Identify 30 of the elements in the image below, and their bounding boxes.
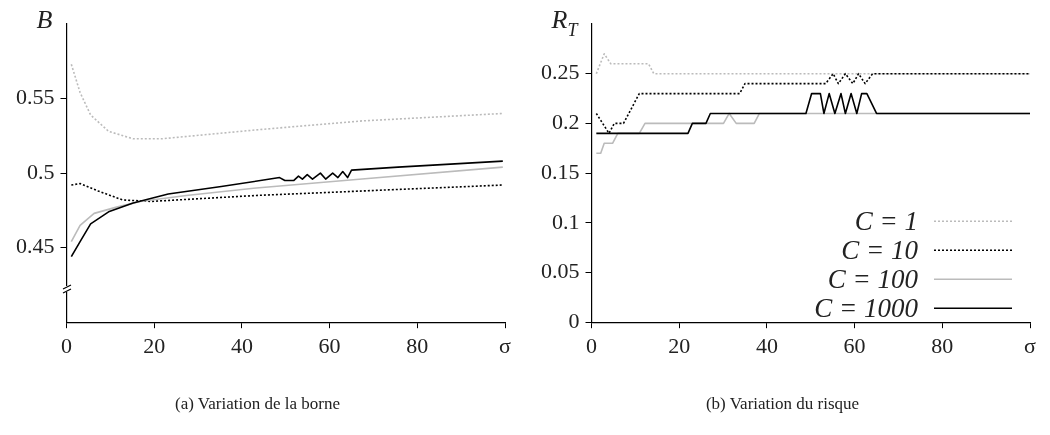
y-axis-title: B xyxy=(36,5,53,34)
text: (b) Variation du risque xyxy=(705,394,860,414)
legend-label: C = 1 xyxy=(854,206,918,237)
x-tick-label: 60 xyxy=(843,333,866,359)
x-tick-label: σ xyxy=(499,333,512,359)
y-tick-label: 0.1 xyxy=(552,208,580,234)
x-tick-label: 40 xyxy=(755,333,778,359)
y-tick-label: 0.15 xyxy=(541,158,580,184)
y-tick-label: 0.2 xyxy=(552,109,580,135)
y-tick-label: 0.5 xyxy=(27,158,55,184)
x-tick-label: 60 xyxy=(318,333,341,359)
y-tick-label: 0.25 xyxy=(541,59,580,85)
line-series xyxy=(595,72,1030,135)
x-tick-label: 20 xyxy=(668,333,691,359)
legend-label: C = 1000 xyxy=(814,293,919,324)
x-tick-label: 0 xyxy=(586,333,597,359)
y-tick-label: 0.45 xyxy=(16,233,55,259)
y-tick-label: 0.55 xyxy=(16,84,55,110)
x-tick-label: 80 xyxy=(406,333,429,359)
y-tick-label: 0 xyxy=(568,307,580,333)
y-tick-label: 0.05 xyxy=(541,258,580,284)
line-series xyxy=(70,63,504,140)
legend-label: C = 100 xyxy=(827,264,919,295)
legend-label: C = 10 xyxy=(841,235,919,266)
x-tick-label: 40 xyxy=(230,333,253,359)
x-tick-label: σ xyxy=(1024,333,1037,359)
x-tick-label: 80 xyxy=(931,333,954,359)
text: (a) Variation de la borne xyxy=(175,394,340,414)
x-tick-label: 0 xyxy=(61,333,72,359)
x-tick-label: 20 xyxy=(143,333,166,359)
